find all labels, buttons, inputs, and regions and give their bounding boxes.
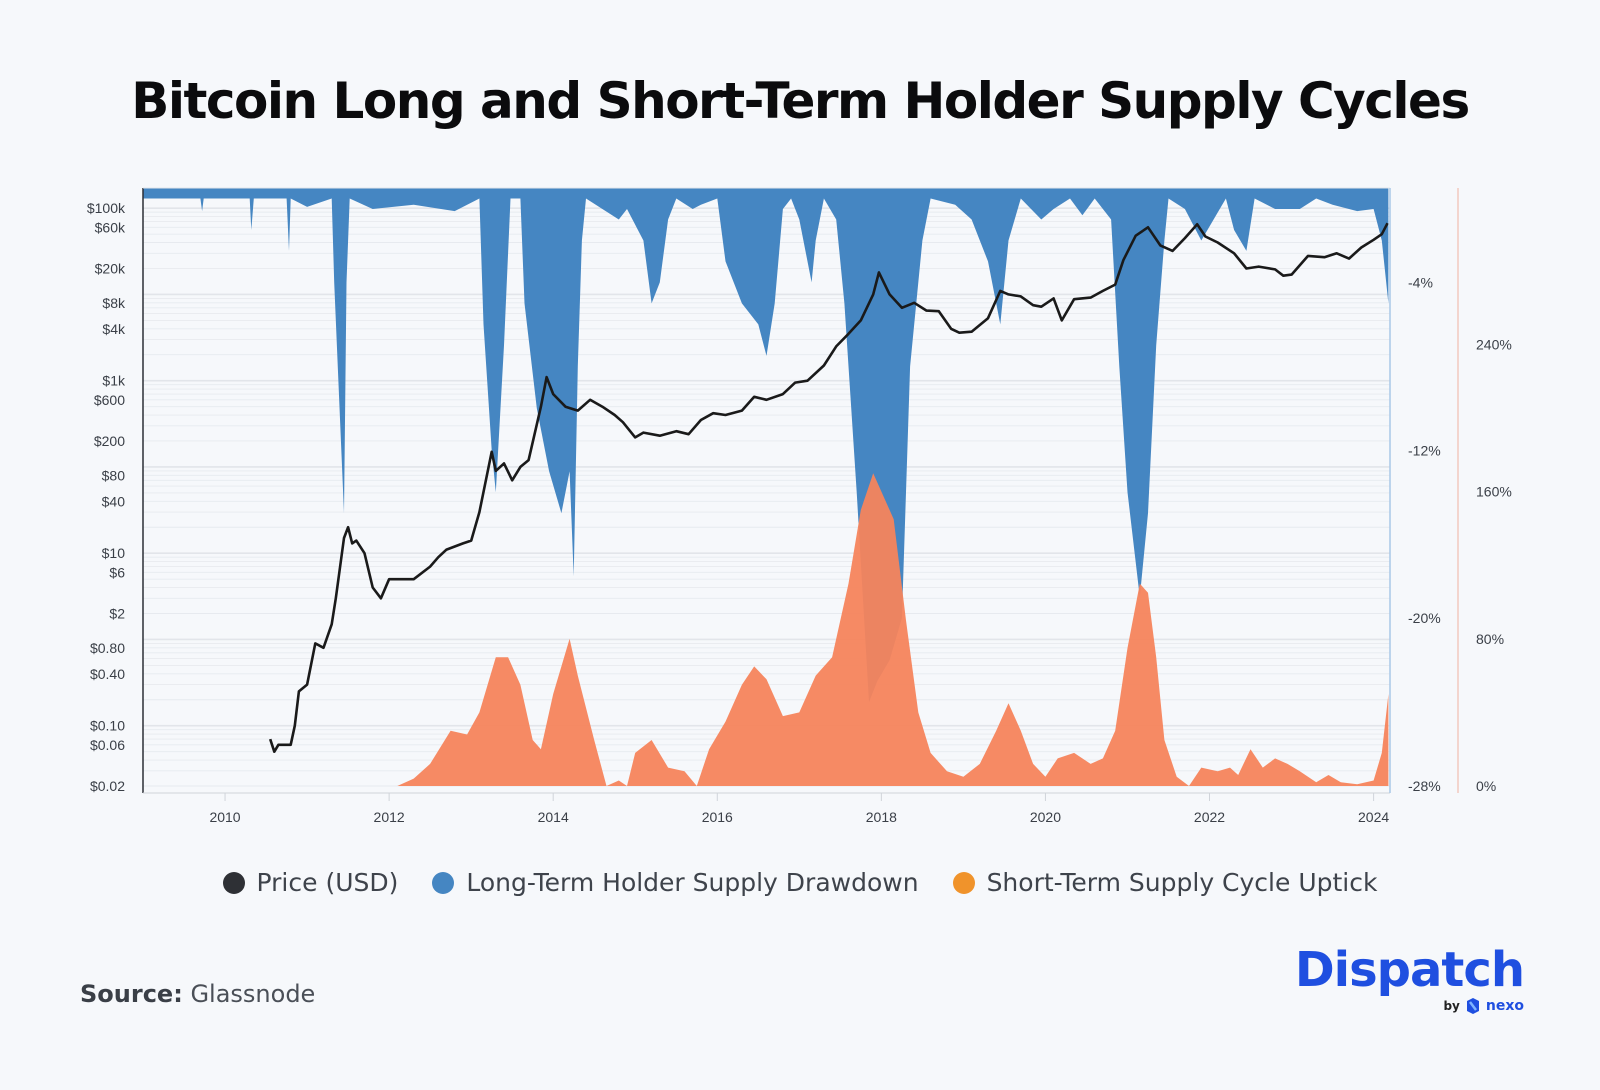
legend-item-lth[interactable]: Long-Term Holder Supply Drawdown	[432, 868, 919, 897]
tick-labels: 2010 2012 2014 2016 2018 2020 2022 2024$100k$60…	[87, 200, 1512, 825]
price-line-layer	[268, 222, 1389, 753]
x-tick-label: 2016	[702, 809, 733, 825]
price-tick-label: $600	[94, 392, 125, 408]
price-tick-label: $0.06	[90, 737, 125, 753]
nexo-icon	[1466, 998, 1479, 1014]
x-tick-label: 2010	[209, 809, 240, 825]
price-tick-label: $60k	[95, 219, 126, 235]
lth-drawdown-area	[143, 188, 1389, 703]
sth-tick-label: 0%	[1476, 778, 1496, 794]
sth-uptick-area	[397, 473, 1389, 786]
price-tick-label: $200	[94, 433, 125, 449]
sth-uptick-area-layer	[397, 473, 1389, 786]
price-line	[268, 222, 1389, 753]
legend-swatch-price	[222, 871, 245, 894]
price-tick-label: $100k	[87, 200, 126, 216]
price-tick-label: $8k	[102, 295, 126, 311]
legend-item-sth[interactable]: Short-Term Supply Cycle Uptick	[952, 868, 1378, 897]
source-name: Glassnode	[190, 980, 316, 1008]
x-tick-label: 2014	[538, 809, 569, 825]
brand-by: by	[1443, 999, 1460, 1013]
lth-tick-label: -28%	[1408, 778, 1441, 794]
sth-tick-label: 160%	[1476, 484, 1512, 500]
price-tick-label: $2	[109, 605, 125, 621]
legend-item-price[interactable]: Price (USD)	[222, 868, 399, 897]
price-tick-label: $10	[102, 545, 126, 561]
price-tick-label: $0.80	[90, 640, 125, 656]
x-tick-label: 2012	[374, 809, 405, 825]
sth-tick-label: 80%	[1476, 631, 1504, 647]
price-tick-label: $20k	[95, 260, 126, 276]
x-tick-label: 2018	[866, 809, 897, 825]
legend-swatch-sth	[952, 871, 975, 894]
price-tick-label: $0.10	[90, 718, 125, 734]
price-tick-label: $1k	[102, 373, 126, 389]
x-tick-label: 2022	[1194, 809, 1225, 825]
brand-byline: by nexo	[1443, 998, 1524, 1014]
legend-label-lth: Long-Term Holder Supply Drawdown	[466, 868, 919, 897]
axes	[142, 187, 1459, 794]
legend-swatch-lth	[432, 871, 455, 894]
lth-tick-label: -20%	[1408, 610, 1441, 626]
sth-tick-label: 240%	[1476, 336, 1512, 352]
chart-title: Bitcoin Long and Short-Term Holder Suppl…	[131, 72, 1470, 130]
legend-label-price: Price (USD)	[256, 868, 399, 897]
price-tick-label: $6	[109, 564, 125, 580]
x-tick-label: 2020	[1030, 809, 1061, 825]
brand-partner: nexo	[1485, 998, 1524, 1014]
brand-name: Dispatch	[1294, 942, 1525, 998]
price-tick-label: $0.40	[90, 666, 125, 682]
lth-tick-label: -12%	[1408, 442, 1441, 458]
price-tick-label: $40	[102, 493, 126, 509]
legend: Price (USD) Long-Term Holder Supply Draw…	[0, 868, 1600, 897]
price-tick-label: $80	[102, 467, 126, 483]
source-note: Source: Glassnode	[80, 980, 315, 1008]
price-tick-label: $0.02	[90, 778, 125, 794]
x-tick-label: 2024	[1358, 809, 1389, 825]
lth-tick-label: -4%	[1408, 274, 1433, 290]
dispatch-logo: Dispatch by nexo	[1295, 944, 1525, 1024]
source-prefix: Source:	[80, 980, 183, 1008]
lth-drawdown-area-layer	[143, 188, 1389, 703]
price-tick-label: $4k	[102, 321, 126, 337]
legend-label-sth: Short-Term Supply Cycle Uptick	[986, 868, 1378, 897]
